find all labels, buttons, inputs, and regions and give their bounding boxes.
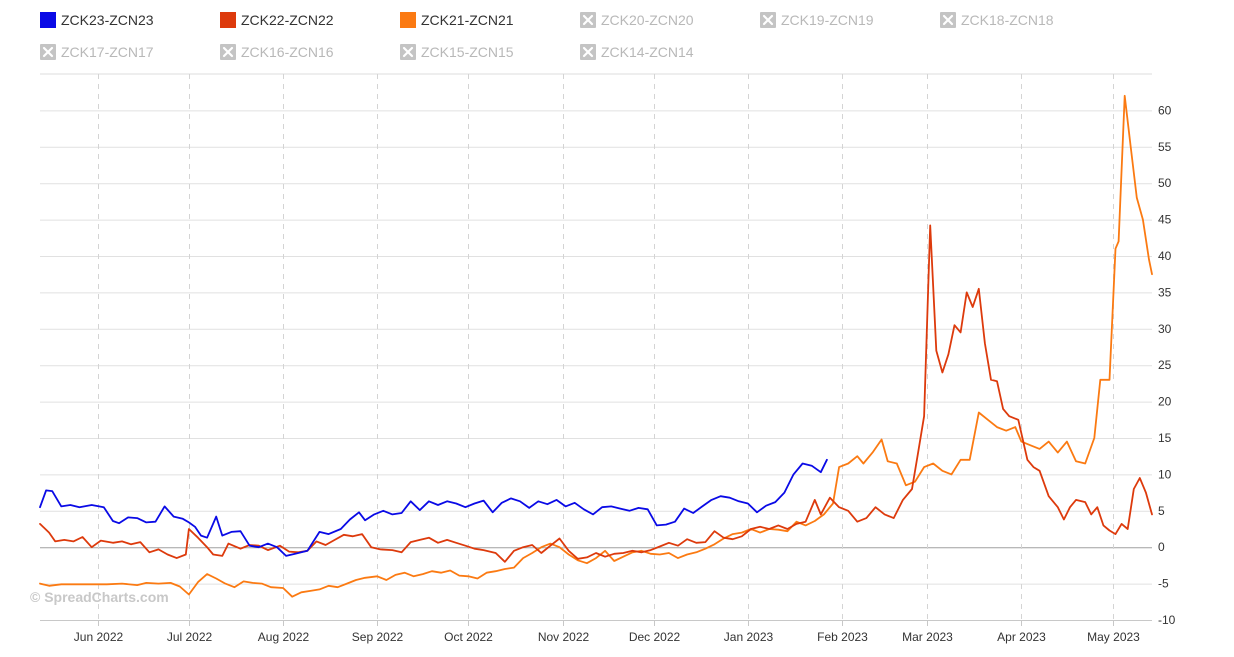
y-tick-label: 0 bbox=[1158, 540, 1165, 554]
legend-label: ZCK14-ZCN14 bbox=[601, 44, 694, 60]
x-tick-label: Mar 2023 bbox=[902, 630, 953, 644]
x-tick-label: Aug 2022 bbox=[258, 630, 310, 644]
legend-label: ZCK22-ZCN22 bbox=[241, 12, 334, 28]
x-tick-label: Nov 2022 bbox=[538, 630, 590, 644]
legend-swatch bbox=[220, 12, 236, 28]
legend-label: ZCK23-ZCN23 bbox=[61, 12, 154, 28]
y-tick-label: 45 bbox=[1158, 213, 1172, 227]
series-lines bbox=[39, 94, 1153, 598]
legend-swatch bbox=[400, 12, 416, 28]
x-tick-label: Dec 2022 bbox=[629, 630, 681, 644]
y-tick-label: 10 bbox=[1158, 467, 1172, 481]
cross-icon bbox=[222, 46, 234, 58]
legend-label: ZCK18-ZCN18 bbox=[961, 12, 1054, 28]
x-tick-label: May 2023 bbox=[1087, 630, 1140, 644]
y-tick-label: 25 bbox=[1158, 358, 1172, 372]
legend-label: ZCK20-ZCN20 bbox=[601, 12, 694, 28]
x-tick-label: Oct 2022 bbox=[444, 630, 493, 644]
legend-item-zck16-zcn16[interactable]: ZCK16-ZCN16 bbox=[220, 44, 334, 60]
series-line-zck21-zcn21 bbox=[39, 94, 1153, 598]
y-tick-label: 35 bbox=[1158, 285, 1172, 299]
legend-item-zck17-zcn17[interactable]: ZCK17-ZCN17 bbox=[40, 44, 154, 60]
legend-item-zck23-zcn23[interactable]: ZCK23-ZCN23 bbox=[40, 12, 154, 28]
legend-item-zck14-zcn14[interactable]: ZCK14-ZCN14 bbox=[580, 44, 694, 60]
cross-icon bbox=[942, 14, 954, 26]
y-tick-label: 60 bbox=[1158, 103, 1172, 117]
legend-item-zck15-zcn15[interactable]: ZCK15-ZCN15 bbox=[400, 44, 514, 60]
cross-icon bbox=[582, 46, 594, 58]
y-tick-label: -5 bbox=[1158, 577, 1169, 591]
watermark: © SpreadCharts.com bbox=[30, 589, 169, 605]
x-tick-label: Sep 2022 bbox=[352, 630, 404, 644]
legend-label: ZCK15-ZCN15 bbox=[421, 44, 514, 60]
legend-item-zck19-zcn19[interactable]: ZCK19-ZCN19 bbox=[760, 12, 874, 28]
legend-item-zck22-zcn22[interactable]: ZCK22-ZCN22 bbox=[220, 12, 334, 28]
cross-icon bbox=[42, 46, 54, 58]
x-tick-label: Jan 2023 bbox=[724, 630, 774, 644]
y-tick-label: 50 bbox=[1158, 176, 1172, 190]
legend: ZCK23-ZCN23 ZCK22-ZCN22 ZCK21-ZCN21 ZCK20-Z… bbox=[40, 12, 1054, 60]
series-line-zck23-zcn23 bbox=[39, 458, 828, 557]
y-tick-label: 40 bbox=[1158, 249, 1172, 263]
x-tick-label: Jun 2022 bbox=[74, 630, 124, 644]
legend-label: ZCK19-ZCN19 bbox=[781, 12, 874, 28]
x-tick-label: Apr 2023 bbox=[997, 630, 1046, 644]
y-tick-label: 55 bbox=[1158, 140, 1172, 154]
y-tick-label: 5 bbox=[1158, 504, 1165, 518]
y-tick-label: 15 bbox=[1158, 431, 1172, 445]
y-tick-label: -10 bbox=[1158, 613, 1176, 627]
legend-item-zck18-zcn18[interactable]: ZCK18-ZCN18 bbox=[940, 12, 1054, 28]
x-axis: Jun 2022 Jul 2022 Aug 2022 Sep 2022 Oct 2022… bbox=[74, 620, 1140, 644]
x-tick-label: Feb 2023 bbox=[817, 630, 868, 644]
cross-icon bbox=[582, 14, 594, 26]
legend-label: ZCK17-ZCN17 bbox=[61, 44, 154, 60]
legend-label: ZCK16-ZCN16 bbox=[241, 44, 334, 60]
legend-item-zck21-zcn21[interactable]: ZCK21-ZCN21 bbox=[400, 12, 514, 28]
x-tick-label: Jul 2022 bbox=[167, 630, 213, 644]
series-line-zck22-zcn22 bbox=[39, 224, 1153, 563]
legend-swatch bbox=[40, 12, 56, 28]
y-tick-label: 20 bbox=[1158, 395, 1172, 409]
y-tick-label: 30 bbox=[1158, 322, 1172, 336]
legend-item-zck20-zcn20[interactable]: ZCK20-ZCN20 bbox=[580, 12, 694, 28]
y-axis: -10 -5 0 5 10 15 20 25 30 35 40 45 50 55 60 bbox=[1158, 103, 1176, 627]
legend-label: ZCK21-ZCN21 bbox=[421, 12, 514, 28]
cross-icon bbox=[762, 14, 774, 26]
cross-icon bbox=[402, 46, 414, 58]
